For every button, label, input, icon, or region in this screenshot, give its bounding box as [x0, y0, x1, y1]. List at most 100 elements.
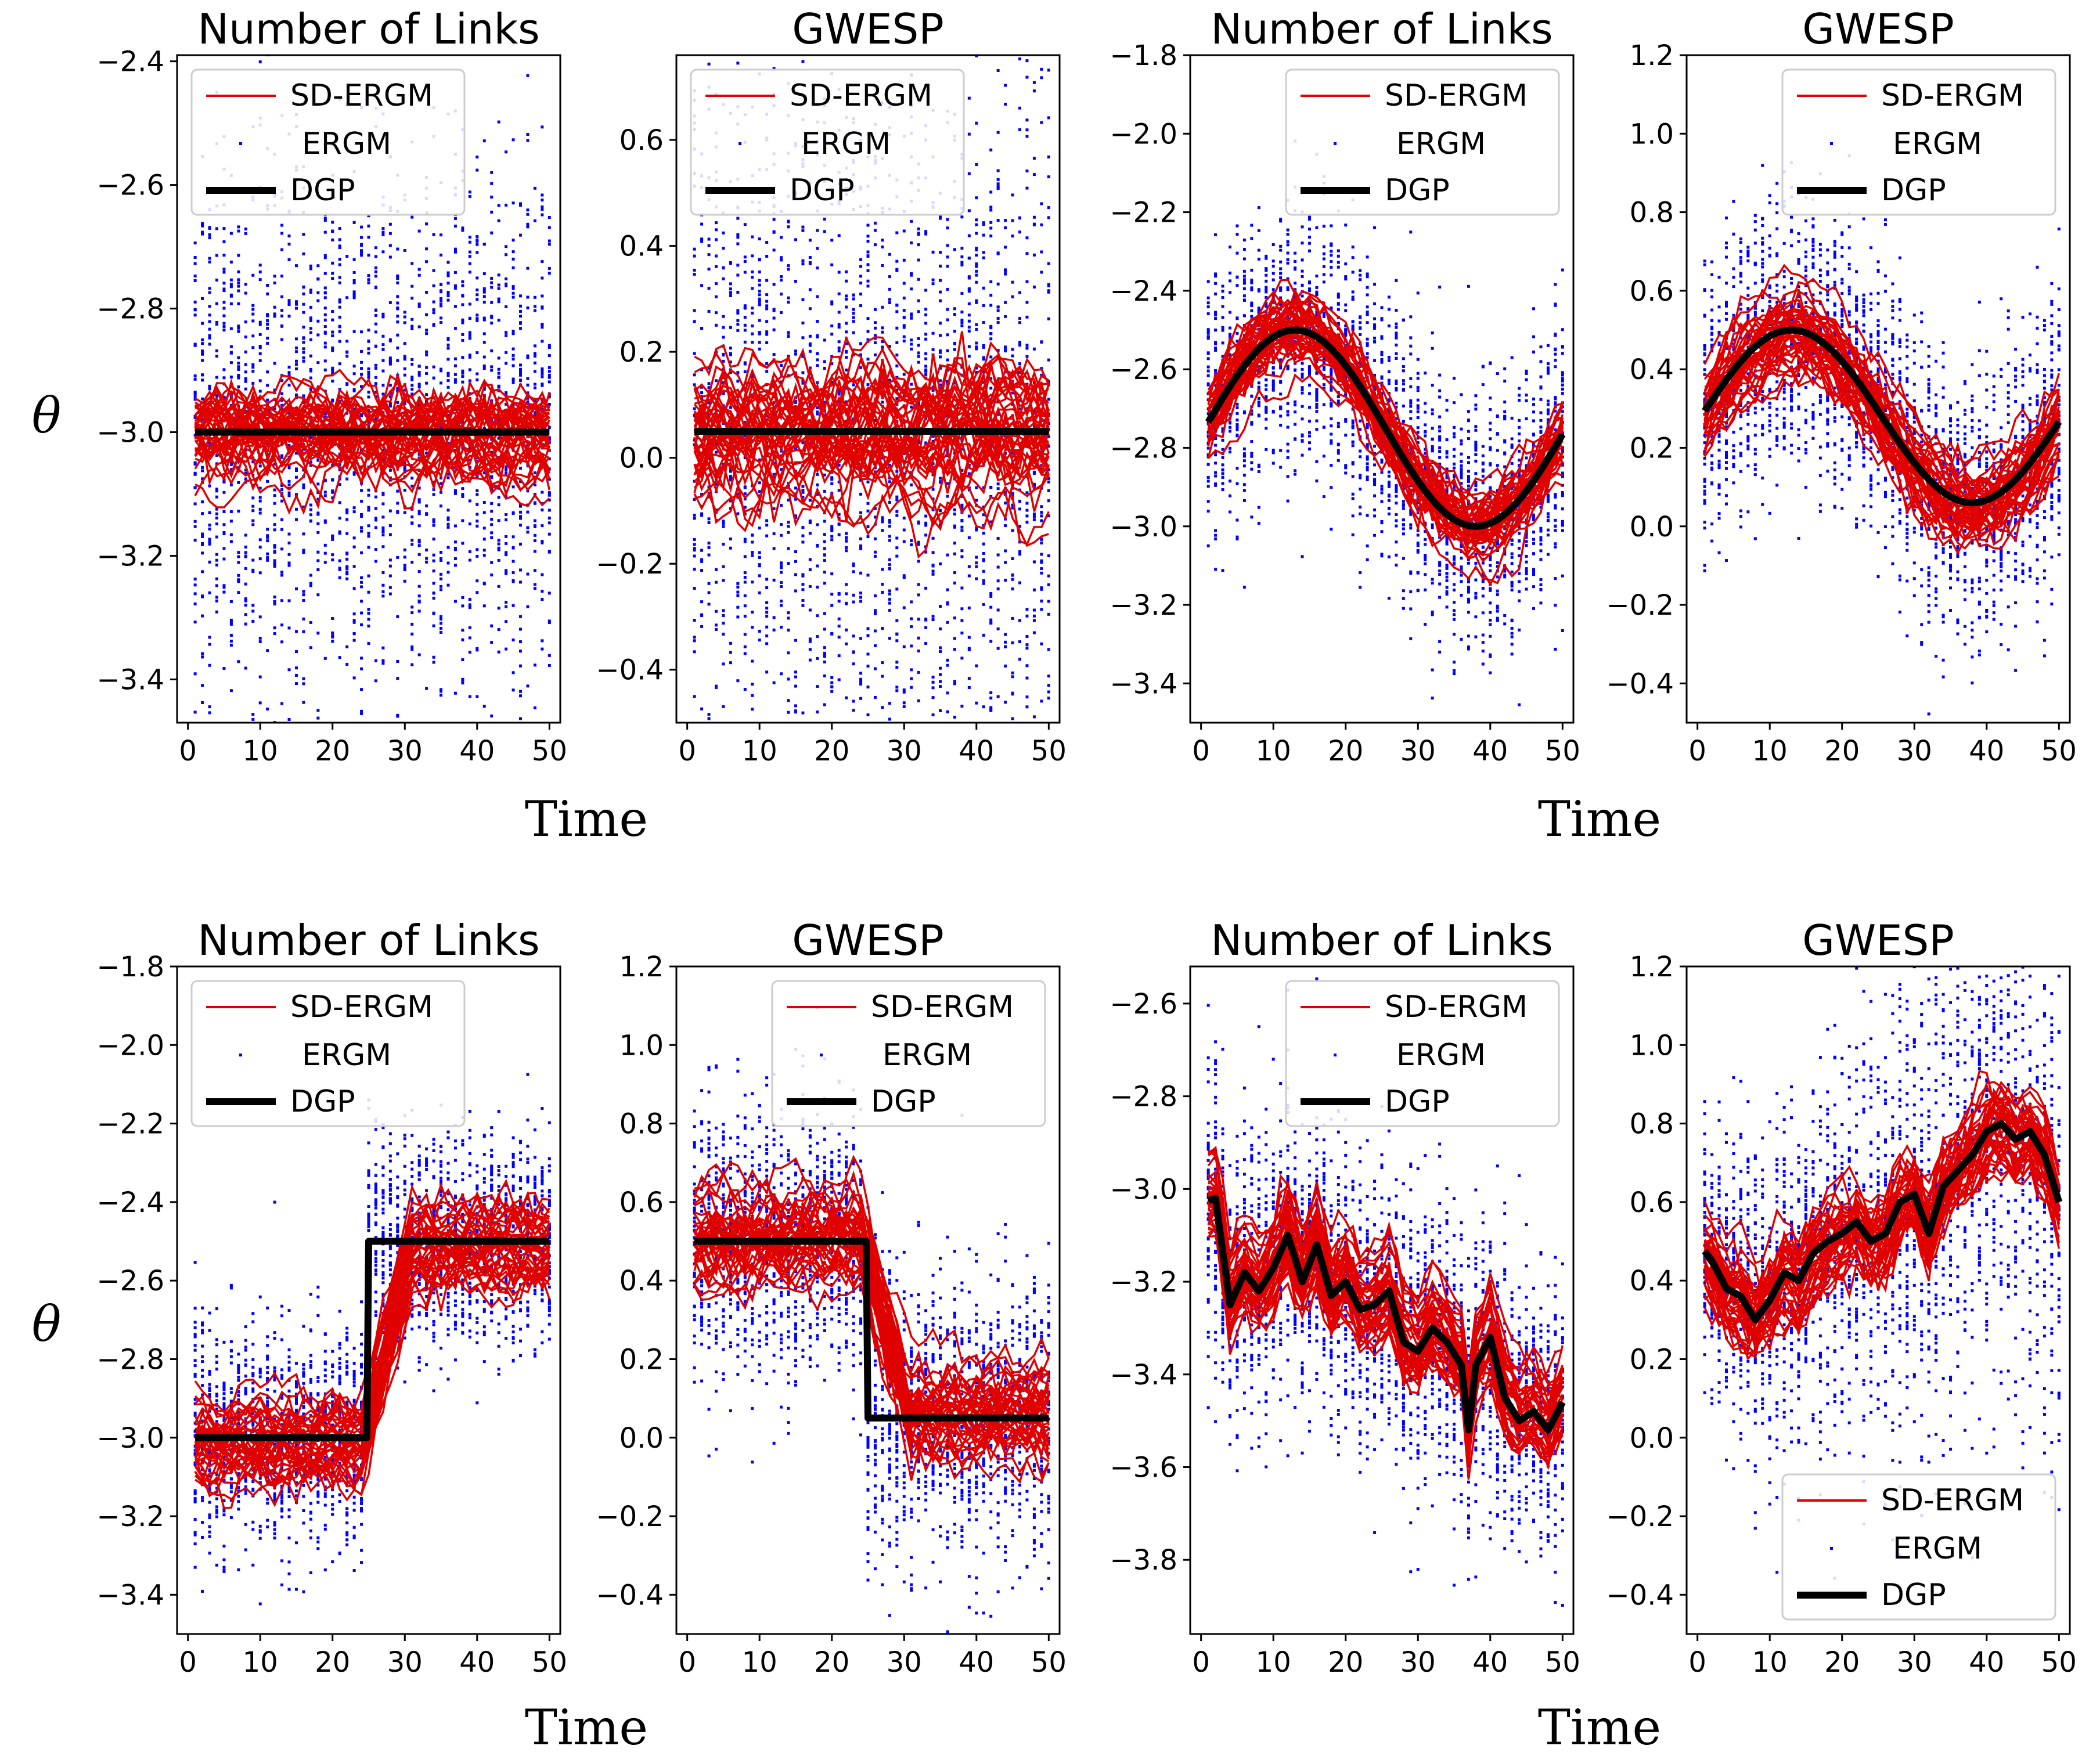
ergm-point — [873, 667, 877, 670]
ergm-point — [902, 645, 906, 648]
ergm-point — [453, 380, 457, 384]
ergm-point — [758, 591, 761, 594]
ergm-point — [765, 578, 769, 581]
ergm-point — [425, 290, 428, 294]
ergm-point — [294, 666, 298, 670]
ergm-point — [1271, 448, 1275, 452]
ergm-point — [287, 668, 291, 672]
ergm-point — [1040, 699, 1043, 703]
ergm-point — [924, 232, 928, 236]
ergm-point — [967, 96, 971, 100]
ergm-point — [345, 511, 349, 515]
ergm-point — [302, 302, 305, 306]
ergm-point — [1206, 500, 1210, 503]
ergm-point — [830, 478, 834, 481]
ergm-point — [208, 711, 211, 715]
ergm-point — [388, 533, 392, 536]
ergm-point — [1301, 294, 1304, 298]
ergm-point — [468, 355, 471, 359]
ergm-point — [931, 713, 935, 717]
ergm-point — [287, 412, 291, 415]
ergm-point — [924, 586, 928, 590]
ergm-point — [1279, 218, 1283, 221]
ergm-point — [707, 553, 711, 557]
ergm-point — [1011, 529, 1014, 532]
ergm-point — [316, 264, 320, 268]
ergm-point — [931, 388, 935, 392]
ergm-point — [440, 233, 443, 237]
ergm-point — [1040, 559, 1043, 562]
ergm-point — [446, 476, 450, 479]
ergm-point — [476, 695, 479, 698]
ergm-point — [476, 288, 479, 292]
ergm-point — [316, 716, 320, 720]
ergm-point — [845, 297, 848, 301]
ergm-point — [476, 319, 479, 322]
ergm-point — [410, 297, 414, 300]
ergm-point — [417, 371, 421, 374]
ergm-point — [331, 478, 334, 481]
ergm-point — [244, 604, 247, 607]
ergm-point — [1018, 500, 1022, 503]
ergm-point — [302, 325, 305, 329]
ergm-point — [924, 333, 928, 336]
ergm-point — [1301, 258, 1304, 262]
ergm-point — [258, 346, 262, 349]
ergm-point — [505, 334, 508, 337]
ergm-point — [374, 266, 377, 270]
ergm-point — [1206, 357, 1210, 360]
ergm-point — [939, 646, 942, 650]
x-tick-label: 10 — [742, 735, 777, 767]
ergm-point — [526, 383, 529, 387]
ergm-point — [1294, 259, 1297, 263]
ergm-point — [700, 625, 704, 628]
ergm-point — [1228, 413, 1231, 416]
ergm-point — [823, 489, 826, 493]
ergm-point — [939, 627, 942, 630]
ergm-point — [794, 684, 797, 688]
ergm-point — [410, 392, 414, 396]
ergm-point — [497, 437, 500, 440]
ergm-point — [837, 270, 841, 274]
ergm-point — [244, 472, 247, 475]
ergm-point — [352, 290, 356, 294]
ergm-point — [780, 604, 783, 607]
ergm-point — [1011, 503, 1014, 507]
ergm-point — [222, 666, 226, 670]
ergm-point — [765, 519, 769, 522]
ergm-point — [1242, 294, 1246, 298]
ergm-point — [294, 452, 298, 455]
ergm-point — [352, 330, 356, 333]
ergm-point — [381, 369, 385, 373]
ergm-point — [1018, 216, 1022, 219]
ergm-point — [410, 477, 414, 480]
ergm-point — [1221, 468, 1224, 471]
ergm-point — [396, 281, 399, 284]
ergm-point — [1286, 288, 1289, 291]
ergm-point — [1040, 42, 1043, 45]
ergm-point — [482, 316, 486, 320]
ergm-point — [758, 347, 761, 351]
ergm-point — [360, 513, 363, 516]
ergm-point — [801, 259, 805, 262]
ergm-point — [302, 311, 305, 314]
sd-ergm-line — [694, 457, 1049, 547]
ergm-point — [476, 475, 479, 479]
ergm-point — [287, 553, 291, 556]
ergm-point — [1018, 581, 1022, 585]
ergm-point — [960, 506, 964, 510]
ergm-point — [461, 658, 464, 662]
ergm-point — [1004, 349, 1007, 353]
ergm-point — [780, 256, 783, 259]
ergm-point — [229, 468, 233, 471]
ergm-point — [294, 682, 298, 686]
ergm-point — [338, 325, 341, 329]
ergm-point — [816, 295, 819, 298]
ergm-point — [360, 251, 363, 254]
ergm-point — [440, 622, 443, 625]
ergm-point — [881, 345, 884, 349]
ergm-point — [1242, 314, 1246, 318]
ergm-point — [237, 573, 240, 577]
ergm-point — [476, 372, 479, 376]
ergm-point — [505, 542, 508, 545]
